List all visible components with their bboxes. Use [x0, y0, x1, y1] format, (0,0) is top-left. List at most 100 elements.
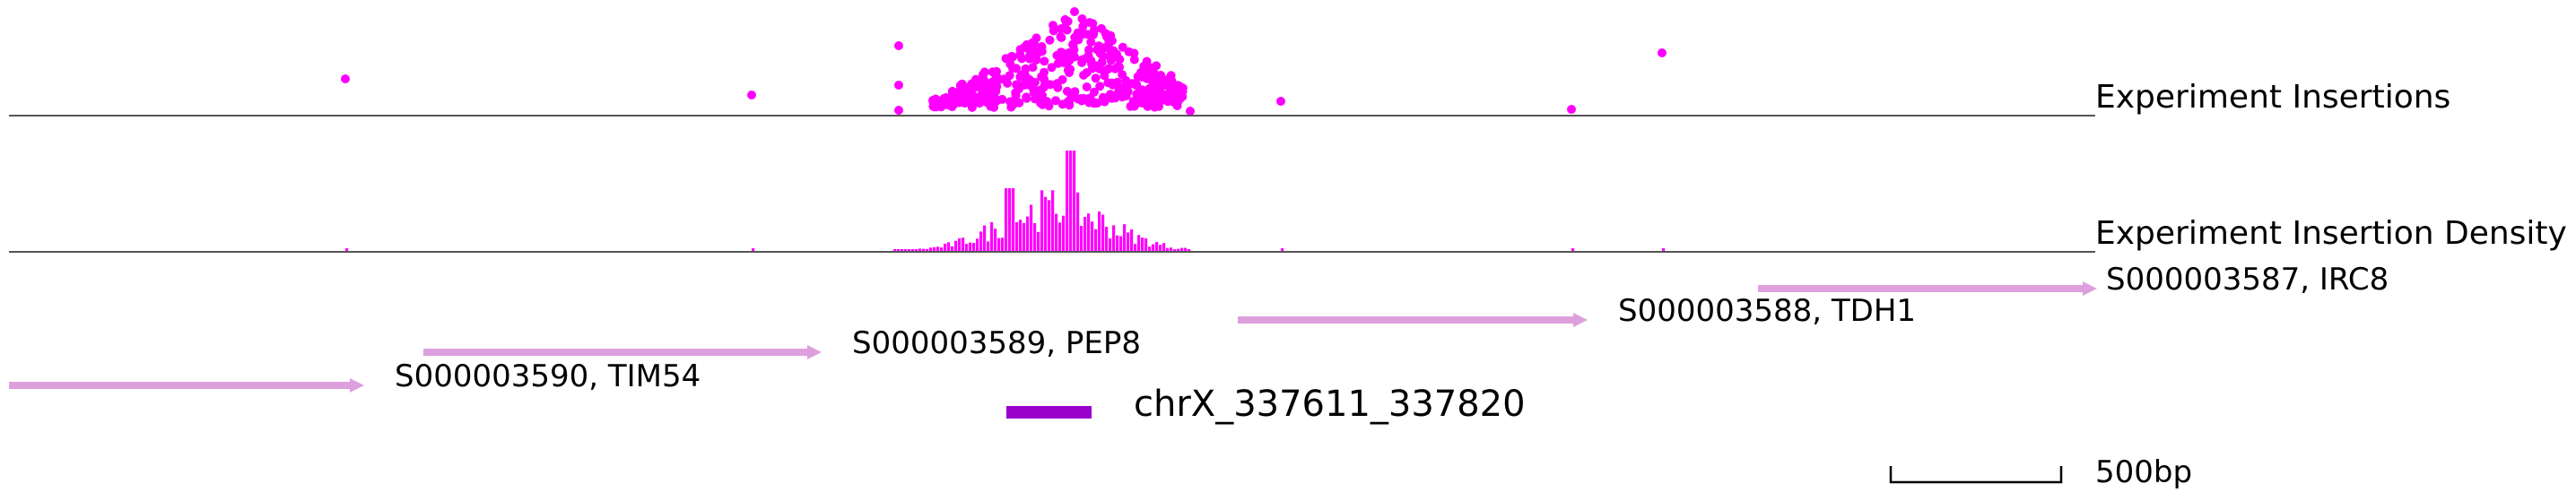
insertion-point [1028, 63, 1038, 73]
density-bar [1062, 215, 1066, 251]
insertion-point [1077, 14, 1087, 23]
insertion-point [1118, 42, 1127, 52]
insertion-point [1276, 97, 1285, 106]
gene-arrowhead-tim54 [350, 378, 364, 393]
insertion-point [1137, 73, 1147, 82]
density-bar [1098, 211, 1101, 251]
density-bar [922, 248, 926, 251]
insertion-point [1052, 50, 1062, 60]
density-bar [951, 246, 954, 251]
insertion-point [1081, 54, 1091, 64]
insertion-point [1092, 45, 1102, 55]
insertion-point [1082, 82, 1092, 91]
insertion-point [975, 99, 985, 108]
density-bar [1180, 247, 1184, 251]
insertion-point [1084, 18, 1094, 28]
density-bar [1023, 222, 1026, 251]
density-bar [893, 249, 897, 251]
density-bar [954, 240, 958, 251]
insertion-point [959, 91, 969, 100]
scale-bar-line [1889, 466, 2063, 484]
insertion-point [1078, 22, 1088, 31]
density-bar [1571, 248, 1575, 251]
density-bar [1155, 242, 1159, 251]
density-bar [965, 244, 969, 251]
insertion-point [894, 41, 903, 50]
insertion-point [1022, 93, 1031, 103]
density-bar [1123, 224, 1127, 251]
density-bar [969, 242, 972, 251]
density-bar [1152, 244, 1155, 251]
insertion-point [1106, 56, 1116, 65]
density-bar [1058, 222, 1062, 251]
insertion-point [960, 99, 970, 108]
gene-feature-tdh1[interactable]: S000003588, TDH1 [1238, 293, 1916, 329]
gene-feature-pep8[interactable]: S000003589, PEP8 [423, 325, 1141, 361]
density-bar [1087, 213, 1091, 251]
insertion-point [1053, 58, 1063, 68]
highlighted-region[interactable]: chrX_337611_337820 [1006, 384, 1526, 425]
insertion-point [1100, 71, 1110, 81]
insertion-point [1057, 23, 1067, 33]
insertion-point [1024, 54, 1034, 64]
insertion-point [1040, 56, 1049, 66]
insertion-point [1103, 78, 1113, 88]
density-track-label: Experiment Insertion Density [2095, 215, 2567, 252]
density-bar [972, 243, 976, 251]
scale-bar-label: 500bp [2095, 454, 2192, 490]
insertion-density-bars [345, 151, 1666, 251]
insertion-dots [341, 7, 1667, 116]
region-bar [1006, 406, 1092, 419]
insertion-point [1126, 101, 1136, 111]
gene-label-pep8: S000003589, PEP8 [852, 325, 1141, 361]
insertion-point [979, 75, 988, 84]
density-bar [752, 248, 755, 251]
insertion-point [1063, 16, 1073, 26]
density-bar [1162, 243, 1166, 251]
density-bar [944, 243, 947, 251]
insertion-point [1005, 71, 1014, 81]
insertion-point [1070, 7, 1079, 16]
density-bar [983, 225, 987, 251]
density-bar [1184, 247, 1188, 251]
density-bar [345, 248, 349, 251]
density-bar [915, 249, 918, 251]
density-bar [947, 242, 951, 251]
density-bar [1144, 238, 1148, 251]
density-bar [908, 249, 911, 251]
density-bar [897, 249, 901, 251]
insertion-point [1129, 55, 1139, 65]
density-bar [1177, 248, 1180, 251]
insertion-point [1045, 35, 1055, 45]
insertion-point [1037, 47, 1047, 56]
gene-feature-irc8[interactable]: S000003587, IRC8 [1758, 262, 2389, 298]
density-bar [1130, 229, 1134, 251]
insertion-point [1088, 30, 1098, 39]
insertion-point [995, 74, 1005, 84]
insertion-point [1030, 94, 1040, 104]
insertion-point [1097, 23, 1106, 33]
density-bar [926, 248, 929, 251]
gene-feature-tim54[interactable]: S000003590, TIM54 [9, 358, 701, 394]
density-bar [1037, 231, 1040, 251]
density-bar [1055, 213, 1058, 251]
density-bar [1076, 192, 1080, 251]
density-bar [1173, 249, 1177, 251]
density-bar [1116, 235, 1119, 251]
insertion-point [1070, 52, 1080, 62]
insertion-point [1039, 82, 1049, 92]
insertion-point [1110, 79, 1120, 89]
insertion-point [1186, 107, 1195, 116]
density-bar [958, 238, 962, 251]
insertion-point [1104, 36, 1114, 45]
insertion-point [1086, 38, 1096, 47]
insertions-track-label: Experiment Insertions [2095, 79, 2450, 116]
insertion-point [1089, 87, 1099, 97]
density-bar [1127, 232, 1130, 251]
density-bar [997, 238, 1001, 251]
gene-features: S000003590, TIM54 S000003589, PEP8 S0000… [9, 262, 2389, 394]
density-bar [1069, 151, 1073, 251]
density-bar [1166, 247, 1170, 251]
insertion-point [1024, 74, 1034, 84]
